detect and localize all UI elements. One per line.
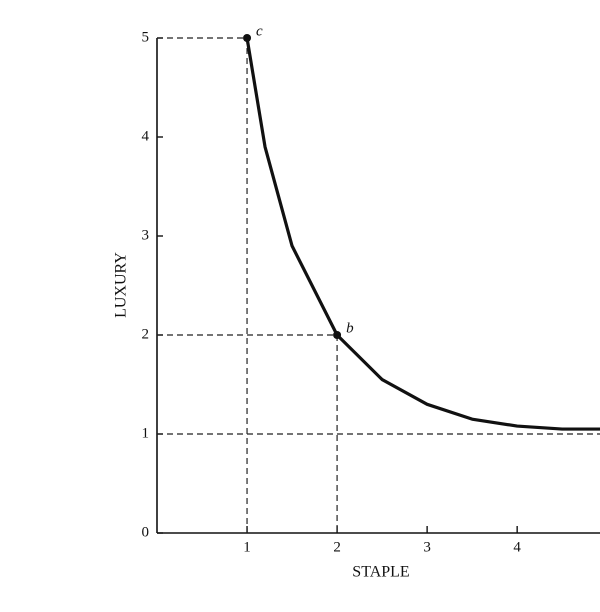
point-label: b (346, 320, 354, 336)
point (243, 34, 252, 42)
x-tick-label: 3 (423, 539, 431, 555)
y-axis-label: LUXURY (113, 252, 130, 318)
x-tick-label: 1 (243, 539, 251, 555)
y-tick-label: 4 (142, 128, 150, 144)
point-label: c (256, 23, 263, 39)
y-tick-label: 5 (142, 29, 150, 45)
x-tick-label: 4 (513, 539, 521, 555)
x-tick-label: 2 (333, 539, 341, 555)
y-tick-label: 1 (142, 425, 150, 441)
point (333, 331, 342, 339)
curve (245, 37, 600, 431)
y-tick-label: 3 (142, 227, 150, 243)
x-axis-label: STAPLE (352, 564, 409, 581)
y-tick-label: 2 (142, 326, 150, 342)
y-tick-label: 0 (142, 524, 150, 540)
